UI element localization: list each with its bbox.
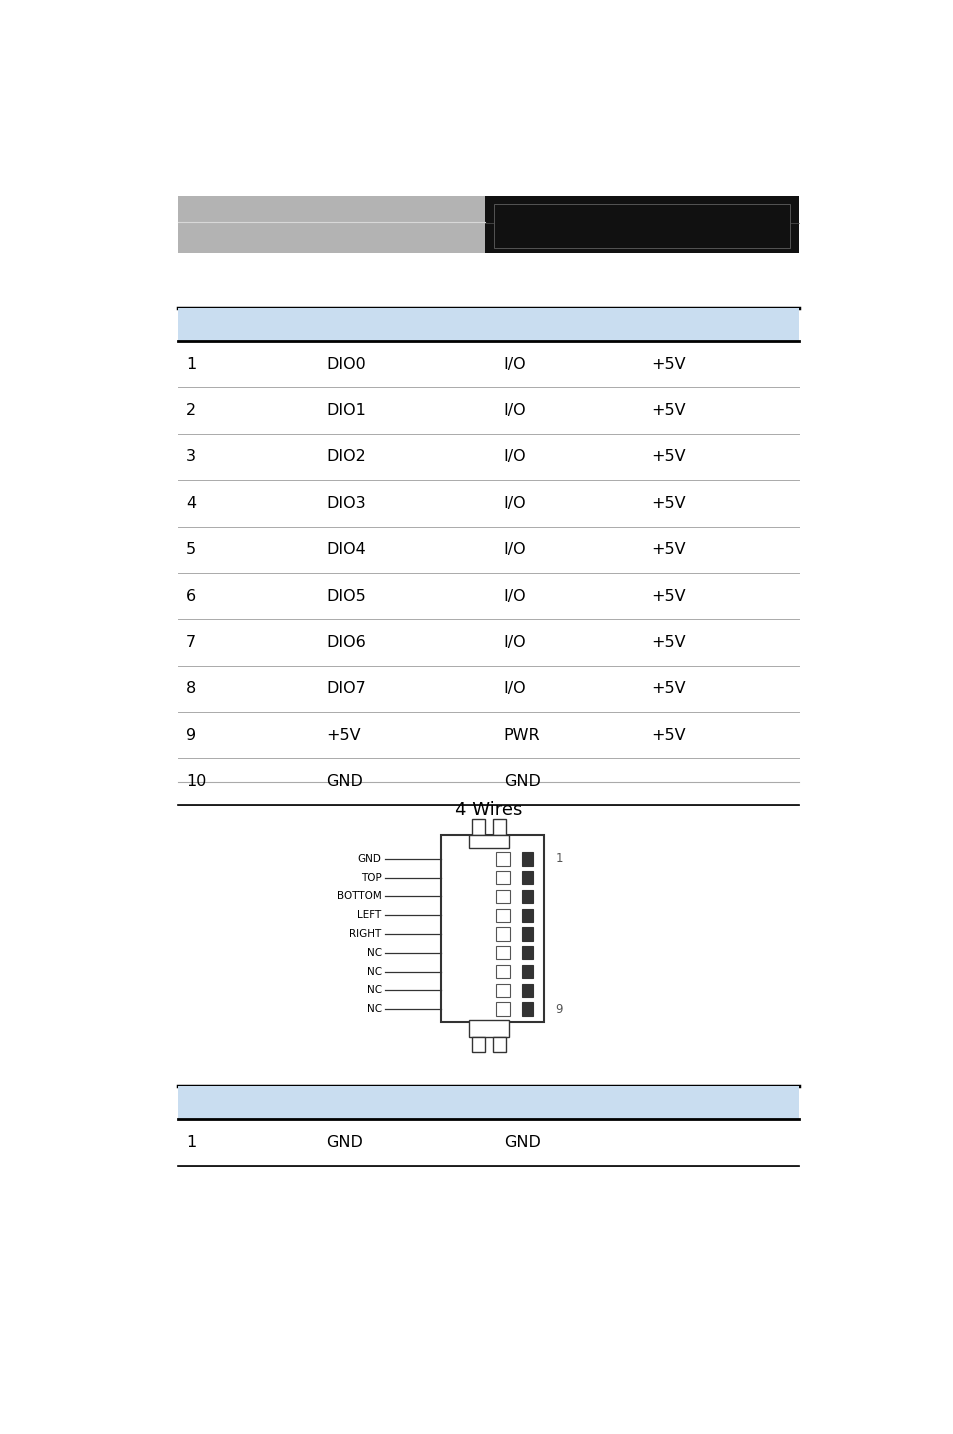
Text: I/O: I/O <box>503 588 526 604</box>
Text: NC: NC <box>366 985 381 995</box>
Text: DIO7: DIO7 <box>326 681 366 697</box>
Text: I/O: I/O <box>503 635 526 650</box>
Text: GND: GND <box>503 774 540 789</box>
Text: 4: 4 <box>186 496 195 511</box>
Text: NC: NC <box>366 967 381 977</box>
Text: 10: 10 <box>186 774 206 789</box>
Text: I/O: I/O <box>503 403 526 419</box>
Text: +5V: +5V <box>651 357 685 371</box>
Text: 5: 5 <box>186 542 195 558</box>
Text: PWR: PWR <box>503 727 539 743</box>
Text: I/O: I/O <box>503 357 526 371</box>
Text: DIO6: DIO6 <box>326 635 366 650</box>
Text: 7: 7 <box>186 635 195 650</box>
Text: DIO1: DIO1 <box>326 403 366 419</box>
Bar <box>178 1087 799 1120</box>
Text: I/O: I/O <box>503 681 526 697</box>
Text: 4 Wires: 4 Wires <box>455 802 522 819</box>
Text: 2: 2 <box>186 403 195 419</box>
Text: +5V: +5V <box>651 449 685 465</box>
Bar <box>469 835 508 847</box>
Text: 1: 1 <box>555 852 562 865</box>
Text: GND: GND <box>357 853 381 863</box>
Text: 9: 9 <box>186 727 195 743</box>
Text: DIO2: DIO2 <box>326 449 366 465</box>
Text: +5V: +5V <box>651 496 685 511</box>
Text: 3: 3 <box>186 449 195 465</box>
Text: +5V: +5V <box>651 727 685 743</box>
Bar <box>496 984 509 997</box>
Bar <box>496 965 509 978</box>
Text: 9: 9 <box>555 1002 562 1015</box>
Text: LEFT: LEFT <box>357 911 381 921</box>
Text: 8: 8 <box>186 681 195 697</box>
Bar <box>472 1037 485 1053</box>
Text: GND: GND <box>326 774 363 789</box>
Text: I/O: I/O <box>503 542 526 558</box>
Bar <box>496 852 509 866</box>
Bar <box>472 819 485 835</box>
Bar <box>521 1002 532 1015</box>
Bar <box>521 984 532 997</box>
Text: I/O: I/O <box>503 449 526 465</box>
Text: 1: 1 <box>186 357 195 371</box>
Text: +5V: +5V <box>651 588 685 604</box>
Bar <box>496 946 509 959</box>
Bar <box>521 965 532 978</box>
Text: NC: NC <box>366 1004 381 1014</box>
Bar <box>492 1037 505 1053</box>
Text: 6: 6 <box>186 588 195 604</box>
Bar <box>496 909 509 922</box>
Bar <box>485 196 799 254</box>
Text: TOP: TOP <box>360 873 381 883</box>
Bar <box>521 852 532 866</box>
Bar <box>496 870 509 885</box>
Text: NC: NC <box>366 948 381 958</box>
Text: +5V: +5V <box>651 681 685 697</box>
Text: GND: GND <box>326 1136 363 1150</box>
Text: +5V: +5V <box>326 727 360 743</box>
Text: BOTTOM: BOTTOM <box>336 892 381 902</box>
Bar <box>494 204 789 248</box>
Bar <box>521 889 532 903</box>
Bar <box>492 819 505 835</box>
Bar <box>469 1020 508 1037</box>
Text: +5V: +5V <box>651 403 685 419</box>
Text: DIO4: DIO4 <box>326 542 366 558</box>
Text: +5V: +5V <box>651 542 685 558</box>
Bar <box>521 928 532 941</box>
Bar <box>521 946 532 959</box>
Text: DIO0: DIO0 <box>326 357 366 371</box>
Bar <box>496 1002 509 1015</box>
Bar <box>496 928 509 941</box>
Bar <box>521 909 532 922</box>
Text: DIO5: DIO5 <box>326 588 366 604</box>
Bar <box>178 196 485 254</box>
Text: DIO3: DIO3 <box>326 496 366 511</box>
Bar <box>496 889 509 903</box>
Text: 1: 1 <box>186 1136 195 1150</box>
Text: RIGHT: RIGHT <box>349 929 381 939</box>
Bar <box>178 308 799 341</box>
Bar <box>521 870 532 885</box>
Text: GND: GND <box>503 1136 540 1150</box>
Text: I/O: I/O <box>503 496 526 511</box>
Bar <box>440 835 544 1022</box>
Text: +5V: +5V <box>651 635 685 650</box>
